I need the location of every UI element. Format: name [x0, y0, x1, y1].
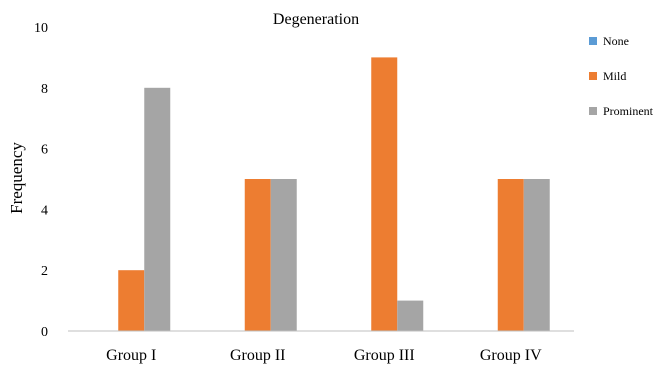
legend-swatch-prominent — [589, 107, 597, 115]
bar-mild-2 — [244, 179, 271, 331]
y-tick-label: 10 — [34, 21, 48, 36]
bar-prominent-2 — [270, 179, 297, 331]
bar-mild-3 — [371, 57, 398, 332]
legend-swatch-none — [589, 37, 597, 45]
legend-label-prominent: Prominent — [603, 104, 654, 118]
chart-title: Degeneration — [273, 11, 359, 28]
y-tick-label: 4 — [41, 203, 48, 218]
x-category-label: Group II — [230, 347, 286, 364]
bar-prominent-1 — [144, 87, 171, 331]
bar-mild-1 — [118, 270, 145, 331]
x-category-label: Group III — [354, 347, 415, 364]
x-category-label: Group I — [106, 347, 156, 364]
bar-prominent-4 — [523, 179, 550, 331]
legend-swatch-mild — [589, 72, 597, 80]
bars — [118, 57, 550, 332]
y-axis-label: Frequency — [7, 142, 26, 214]
bar-prominent-3 — [397, 300, 424, 331]
y-tick-label: 8 — [41, 82, 48, 97]
bar-mild-4 — [497, 179, 524, 331]
y-tick-label: 2 — [41, 264, 48, 279]
x-axis-categories: Group I Group II Group III Group IV — [106, 347, 542, 364]
legend: None Mild Prominent — [589, 34, 654, 118]
y-axis-ticks: 0 2 4 6 8 10 — [34, 21, 48, 340]
legend-label-mild: Mild — [603, 69, 626, 83]
y-tick-label: 6 — [41, 143, 48, 158]
y-tick-label: 0 — [41, 325, 48, 340]
legend-label-none: None — [603, 34, 629, 48]
x-category-label: Group IV — [480, 347, 542, 364]
